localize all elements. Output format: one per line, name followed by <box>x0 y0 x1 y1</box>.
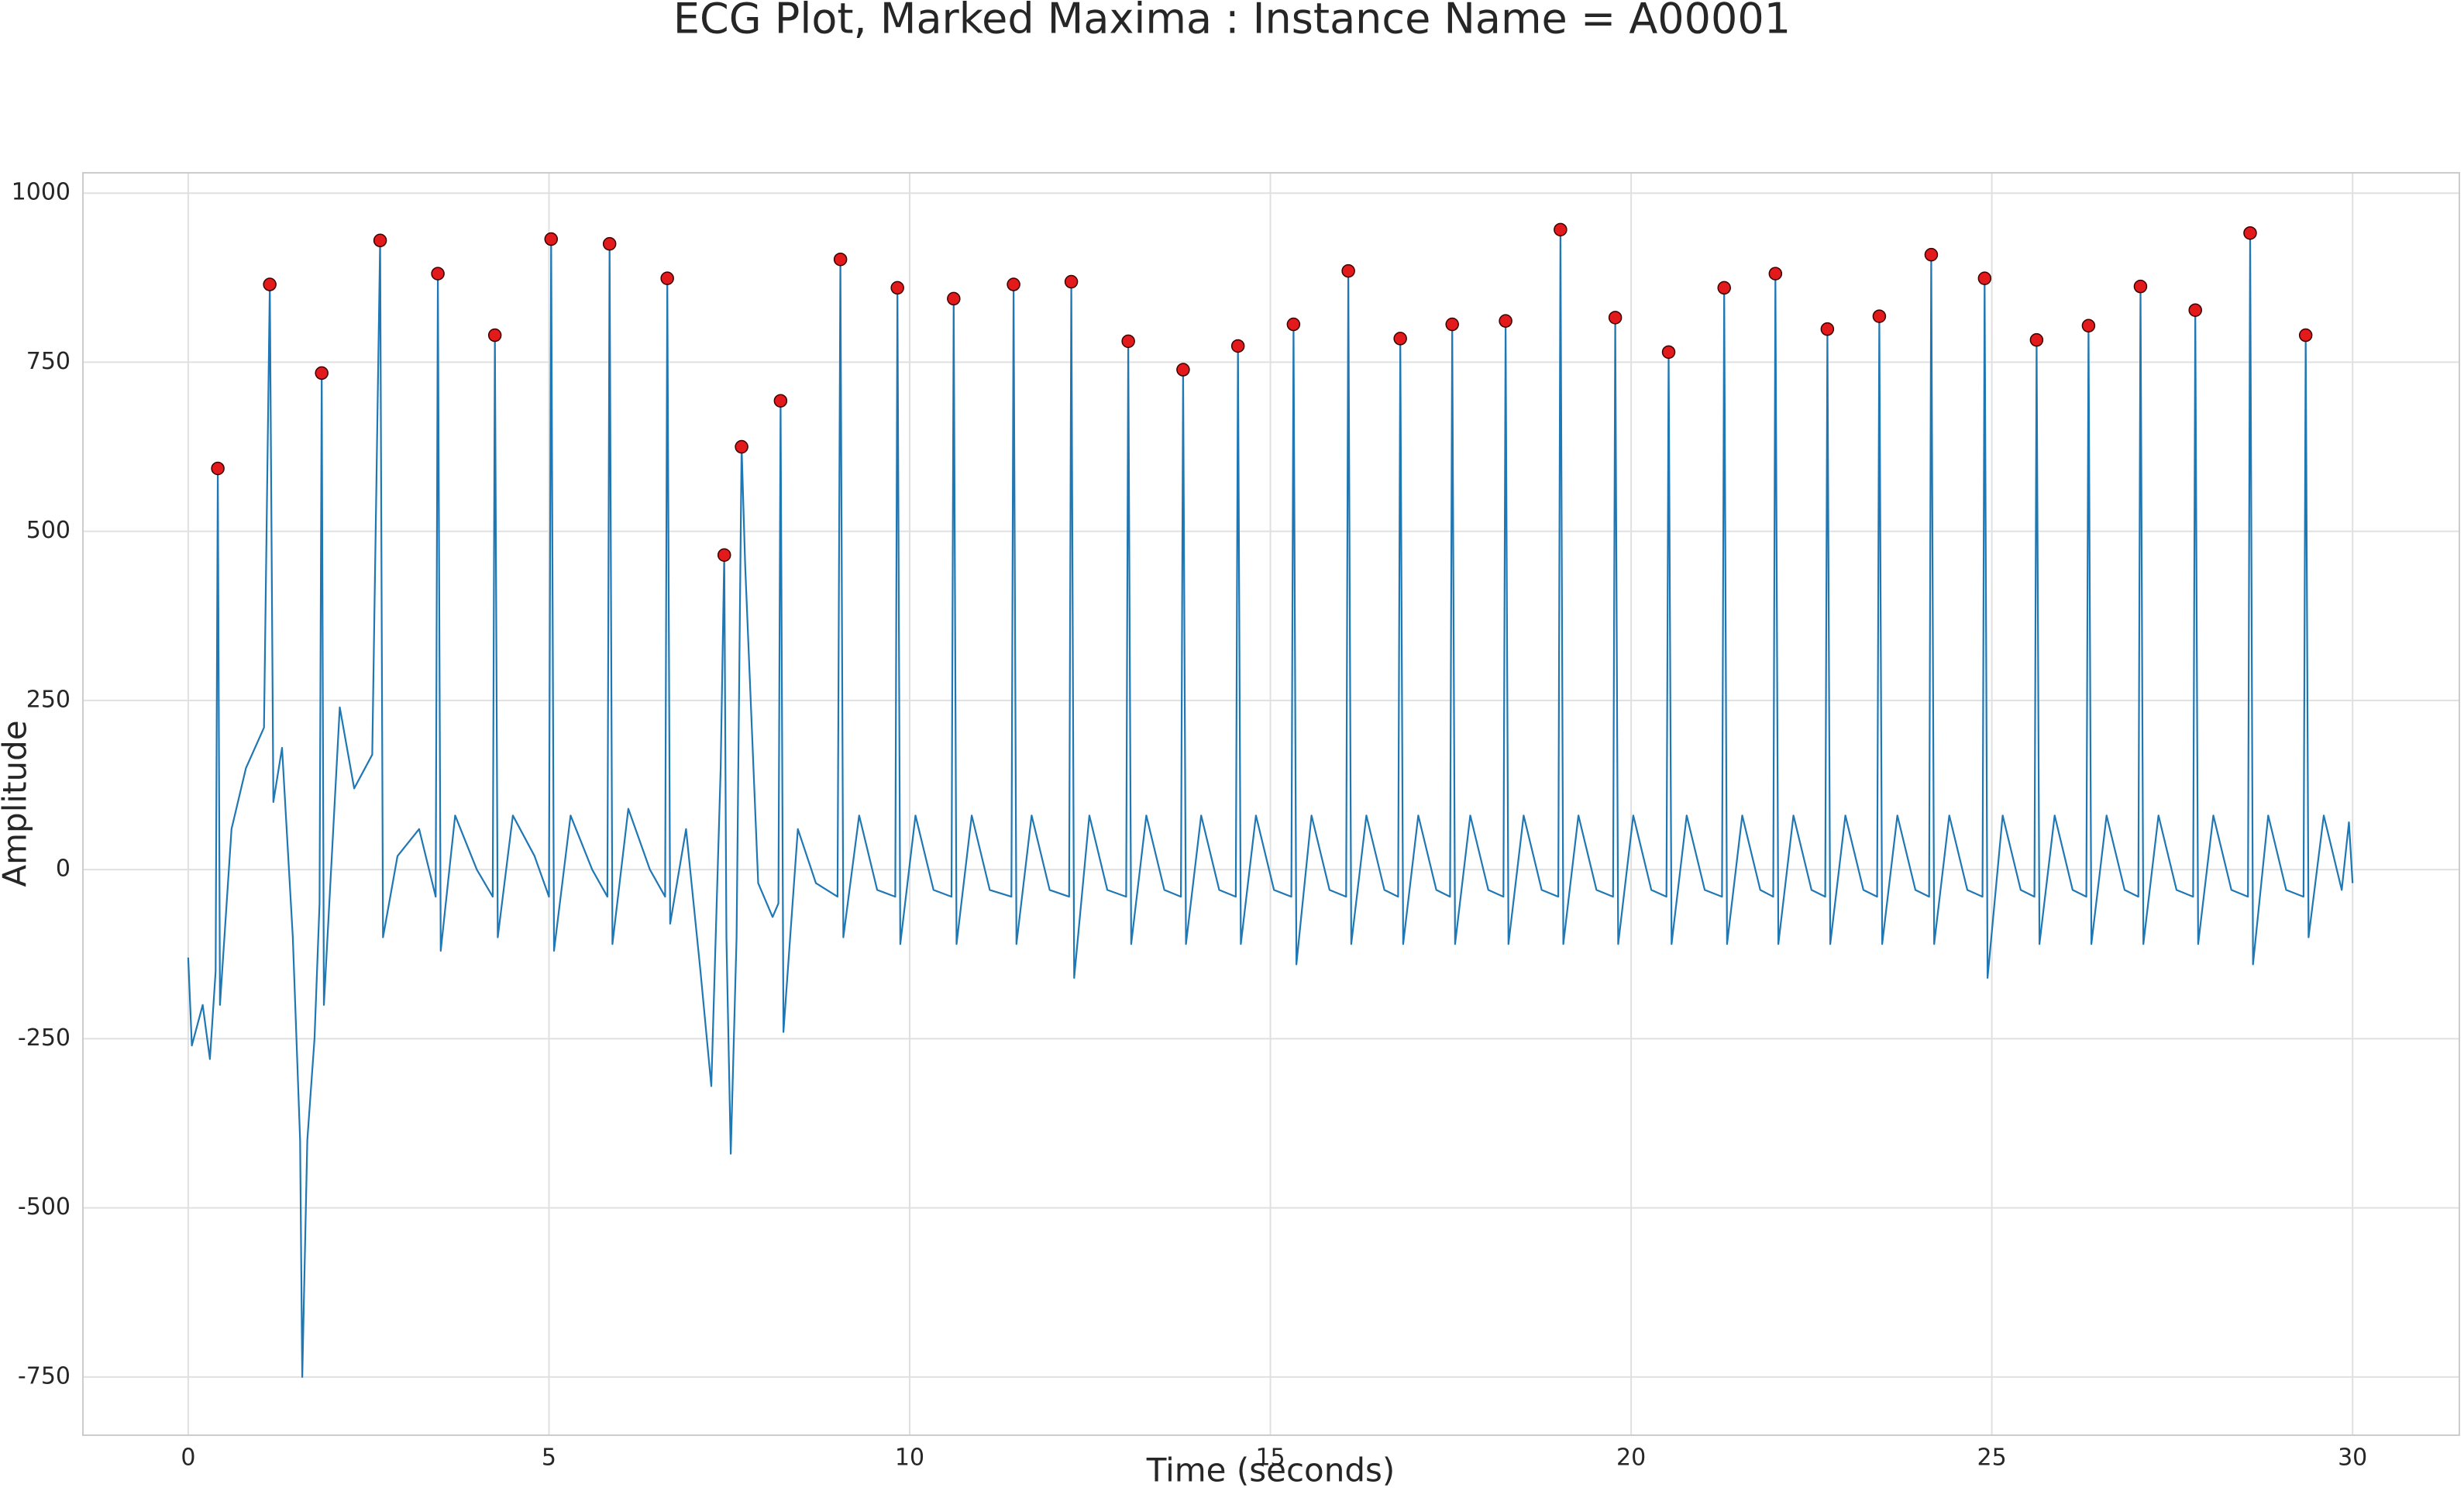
maximum-marker <box>833 252 848 267</box>
maximum-marker <box>431 267 445 281</box>
chart-title: ECG Plot, Marked Maxima : Instance Name … <box>673 0 1791 43</box>
maximum-marker <box>1286 317 1301 332</box>
y-tick-label: -500 <box>18 1193 71 1221</box>
maximum-marker <box>1554 222 1568 237</box>
maximum-marker <box>1064 274 1079 289</box>
maximum-marker <box>1924 247 1939 262</box>
x-tick-label: 5 <box>542 1445 556 1472</box>
maximum-marker <box>717 548 731 562</box>
maximum-marker <box>2133 279 2148 294</box>
x-tick-label: 0 <box>181 1445 195 1472</box>
maximum-marker <box>1768 267 1783 281</box>
maximum-marker <box>544 232 559 246</box>
maximum-marker <box>735 439 748 454</box>
plot-frame <box>82 172 2460 1436</box>
maximum-marker <box>1230 339 1245 353</box>
maximum-marker <box>1608 311 1623 325</box>
maximum-marker <box>2081 319 2096 333</box>
y-tick-label: -750 <box>18 1362 71 1389</box>
y-tick-label: 750 <box>26 348 71 375</box>
y-tick-label: 500 <box>26 517 71 544</box>
x-tick-label: 30 <box>2338 1445 2367 1472</box>
ecg-line <box>187 229 2354 1378</box>
maximum-marker <box>1341 263 1355 278</box>
maximum-marker <box>2298 328 2313 343</box>
maximum-marker <box>373 233 387 248</box>
y-tick-label: 250 <box>26 686 71 713</box>
maximum-marker <box>1717 281 1731 295</box>
x-axis-label: Time (seconds) <box>1146 1451 1395 1489</box>
maximum-marker <box>1820 322 1835 336</box>
maximum-marker <box>1872 309 1887 323</box>
maximum-marker <box>487 328 502 343</box>
y-tick-label: 1000 <box>12 179 71 206</box>
maximum-marker <box>1499 314 1512 328</box>
maximum-marker <box>2243 226 2257 240</box>
x-tick-label: 25 <box>1977 1445 2007 1472</box>
maximum-marker <box>1393 332 1407 346</box>
y-tick-label: 0 <box>56 856 71 883</box>
maximum-marker <box>773 394 788 408</box>
maximum-marker <box>890 281 904 295</box>
maximum-marker <box>2188 303 2202 317</box>
maximum-marker <box>2029 332 2044 347</box>
maximum-marker <box>1007 277 1020 291</box>
maximum-marker <box>263 277 277 291</box>
maximum-marker <box>1176 363 1190 377</box>
x-tick-label: 10 <box>895 1445 924 1472</box>
maximum-marker <box>1661 345 1676 360</box>
maximum-marker <box>1445 317 1459 332</box>
x-tick-label: 15 <box>1255 1445 1285 1472</box>
maximum-marker <box>660 271 674 285</box>
maximum-marker <box>315 366 329 380</box>
maximum-marker <box>947 291 961 306</box>
y-axis-label: Amplitude <box>0 720 34 887</box>
x-tick-label: 20 <box>1616 1445 1646 1472</box>
maximum-marker <box>211 461 225 476</box>
maximum-marker <box>1977 271 1992 285</box>
y-tick-label: -250 <box>18 1024 71 1052</box>
maximum-marker <box>602 236 617 251</box>
maximum-marker <box>1121 334 1135 349</box>
